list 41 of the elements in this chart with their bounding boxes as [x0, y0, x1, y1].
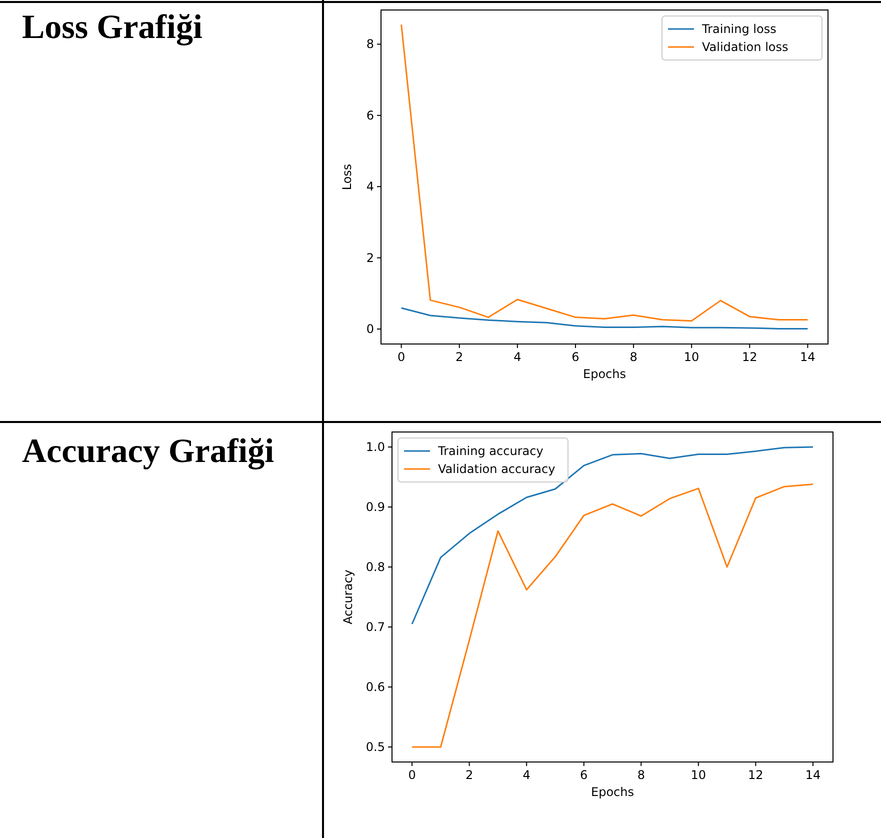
- y-tick-label: 4: [366, 180, 374, 194]
- legend-label: Validation loss: [702, 40, 788, 54]
- y-tick-label: 0: [366, 322, 374, 336]
- y-axis-title: Loss: [340, 164, 354, 190]
- x-tick-label: 6: [580, 768, 588, 782]
- x-tick-label: 0: [408, 768, 416, 782]
- x-tick-label: 0: [398, 350, 406, 364]
- x-tick-label: 14: [800, 350, 816, 364]
- y-axis-title: Accuracy: [341, 570, 355, 624]
- x-axis-title: Epochs: [591, 785, 634, 799]
- x-tick-label: 10: [684, 350, 700, 364]
- x-tick-label: 8: [630, 350, 638, 364]
- y-tick-label: 0.5: [366, 740, 385, 754]
- line-series: [400, 307, 808, 330]
- y-tick-label: 2: [366, 250, 374, 265]
- y-tick-label: 0.8: [366, 560, 385, 574]
- x-tick-label: 2: [456, 350, 464, 364]
- x-tick-label: 4: [522, 768, 530, 782]
- y-tick-label: 0.7: [366, 620, 385, 634]
- y-tick-label: 6: [366, 108, 374, 122]
- legend-label: Training accuracy: [437, 444, 544, 458]
- line-series: [400, 24, 808, 322]
- x-tick-label: 14: [805, 768, 821, 782]
- x-tick-label: 12: [742, 350, 758, 364]
- x-tick-label: 12: [748, 768, 764, 782]
- chart-title: Loss Grafiği: [22, 9, 202, 46]
- x-tick-label: 6: [572, 350, 580, 364]
- x-tick-label: 8: [637, 768, 645, 782]
- chart-title: Accuracy Grafiği: [22, 433, 274, 470]
- line-series: [411, 446, 814, 625]
- x-tick-label: 10: [690, 768, 706, 782]
- legend-label: Validation accuracy: [438, 462, 556, 476]
- y-tick-label: 0.9: [366, 500, 385, 514]
- y-tick-label: 0.6: [366, 680, 385, 694]
- x-axis-title: Epochs: [583, 367, 626, 381]
- y-tick-label: 1.0: [366, 440, 385, 454]
- x-tick-label: 4: [514, 350, 522, 364]
- y-tick-label: 8: [366, 37, 374, 52]
- line-series: [411, 483, 814, 748]
- legend-label: Training loss: [701, 22, 776, 36]
- x-tick-label: 2: [466, 768, 474, 782]
